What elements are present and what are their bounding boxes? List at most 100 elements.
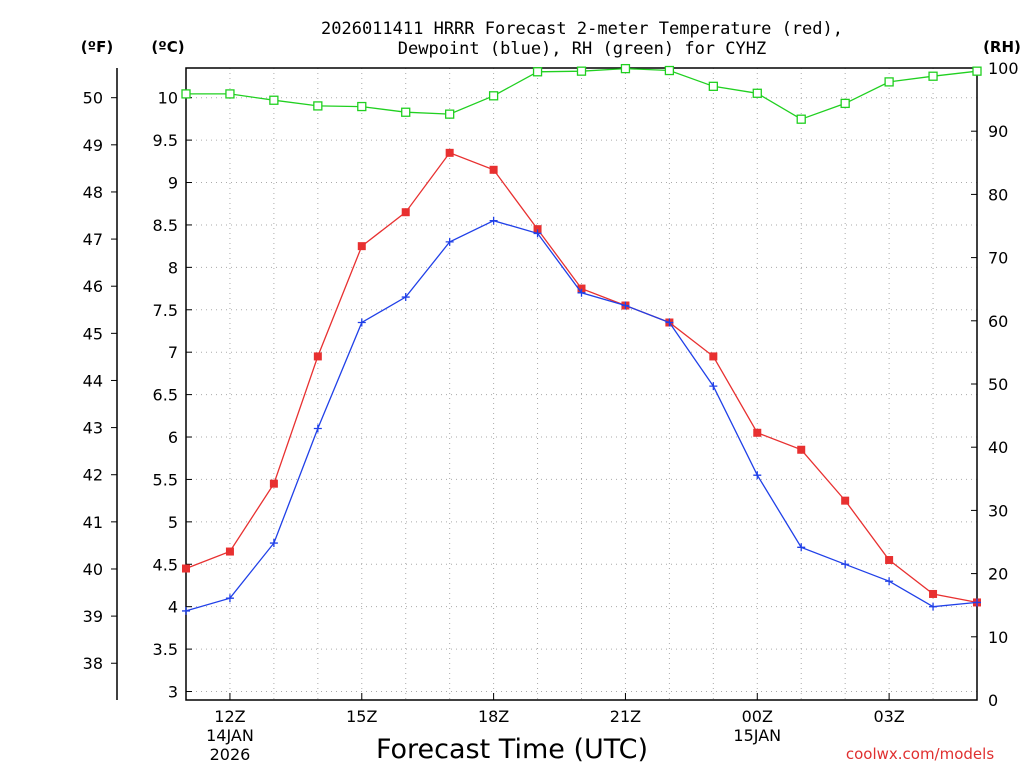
x-tick-label: 00Z bbox=[742, 707, 773, 726]
fahrenheit-tick-label: 49 bbox=[83, 136, 103, 155]
temperature-point bbox=[797, 445, 806, 454]
series-layer bbox=[181, 63, 982, 615]
temperature-point bbox=[533, 225, 542, 234]
celsius-tick-label: 5 bbox=[168, 513, 178, 532]
temperature-point bbox=[841, 496, 850, 505]
rh-point bbox=[357, 101, 367, 112]
dewpoint-point bbox=[885, 577, 894, 586]
fahrenheit-tick-label: 46 bbox=[83, 277, 103, 296]
fahrenheit-tick-label: 48 bbox=[83, 183, 103, 202]
rh-point bbox=[181, 89, 191, 99]
dewpoint-point bbox=[489, 216, 498, 225]
fahrenheit-unit-label: (ºF) bbox=[81, 38, 113, 56]
fahrenheit-tick-label: 43 bbox=[83, 419, 103, 438]
celsius-tick-label: 3.5 bbox=[153, 640, 178, 659]
rh-tick-label: 100 bbox=[988, 59, 1019, 78]
dewpoint-point bbox=[269, 539, 278, 548]
rh-point bbox=[708, 81, 718, 91]
dewpoint-point bbox=[445, 237, 454, 246]
dewpoint-point bbox=[665, 318, 674, 327]
temperature-point bbox=[357, 242, 366, 251]
dewpoint-line bbox=[185, 220, 978, 612]
dewpoint-point bbox=[533, 229, 542, 238]
rh-tick-label: 60 bbox=[988, 312, 1008, 331]
dewpoint-point bbox=[841, 560, 850, 569]
axes: 3 3.5 4 4.5 5 5.5 6 6.5 7 7.5 8 8.5 9 9.5 10 38 39 40 41 42… bbox=[83, 59, 1019, 764]
chart-title-line1: 2026011411 HRRR Forecast 2-meter Tempera… bbox=[321, 19, 843, 39]
dewpoint-point bbox=[313, 424, 322, 433]
rh-point bbox=[269, 95, 279, 105]
x-tick-label: 15Z bbox=[346, 707, 377, 726]
celsius-tick-label: 10 bbox=[158, 89, 178, 108]
rh-tick-label: 30 bbox=[988, 501, 1008, 520]
dewpoint-point bbox=[182, 606, 190, 615]
source-credit: coolwx.com/models bbox=[846, 745, 994, 763]
rh-point bbox=[401, 107, 411, 117]
temperature-point bbox=[753, 428, 762, 437]
fahrenheit-tick-label: 44 bbox=[83, 371, 103, 390]
fahrenheit-tick-label: 50 bbox=[83, 89, 103, 108]
fahrenheit-tick-label: 38 bbox=[83, 654, 103, 673]
rh-tick-label: 90 bbox=[988, 122, 1008, 141]
rh-tick-label: 50 bbox=[988, 375, 1008, 394]
rh-tick-label: 20 bbox=[988, 565, 1008, 584]
celsius-tick-label: 8 bbox=[168, 258, 178, 277]
temperature-point bbox=[929, 589, 938, 598]
rh-point bbox=[313, 101, 323, 111]
celsius-tick-label: 8.5 bbox=[153, 216, 178, 235]
dewpoint-point bbox=[929, 602, 938, 611]
rh-point bbox=[796, 114, 806, 124]
temperature-point bbox=[445, 148, 454, 157]
grid bbox=[186, 68, 977, 700]
x-tick-label: 03Z bbox=[873, 707, 904, 726]
rh-tick-label: 0 bbox=[988, 691, 998, 710]
dewpoint-point bbox=[621, 301, 630, 310]
rh-point bbox=[620, 63, 631, 74]
rh-point bbox=[664, 65, 675, 76]
dewpoint-point bbox=[401, 293, 410, 302]
fahrenheit-tick-label: 42 bbox=[83, 466, 103, 485]
x-axis-title: Forecast Time (UTC) bbox=[376, 734, 648, 765]
rh-unit-label: (RH) bbox=[983, 38, 1021, 56]
dewpoint-point bbox=[973, 598, 981, 607]
temperature-point bbox=[709, 352, 718, 361]
dewpoint-point bbox=[357, 318, 366, 327]
temperature-point bbox=[182, 564, 190, 573]
rh-point bbox=[884, 77, 894, 87]
rh-tick-label: 80 bbox=[988, 185, 1008, 204]
fahrenheit-tick-label: 39 bbox=[83, 607, 103, 626]
dewpoint-point bbox=[753, 471, 762, 480]
dewpoint-point bbox=[225, 594, 234, 603]
rh-point bbox=[972, 66, 982, 76]
celsius-tick-label: 3 bbox=[168, 683, 178, 702]
fahrenheit-tick-label: 47 bbox=[83, 230, 103, 249]
celsius-tick-label: 4 bbox=[168, 598, 178, 617]
fahrenheit-tick-label: 41 bbox=[83, 513, 103, 532]
rh-point bbox=[928, 71, 938, 81]
x-tick-date: 15JAN bbox=[733, 726, 781, 745]
celsius-tick-label: 9 bbox=[168, 174, 178, 193]
temperature-point bbox=[885, 556, 894, 565]
temperature-point bbox=[313, 352, 322, 361]
x-tick-label: 12Z bbox=[214, 707, 245, 726]
rh-point bbox=[532, 67, 543, 77]
x-tick-year: 2026 bbox=[210, 745, 251, 764]
x-tick-label: 18Z bbox=[478, 707, 509, 726]
celsius-tick-label: 6 bbox=[168, 428, 178, 447]
rh-point bbox=[445, 109, 455, 119]
temperature-line bbox=[185, 152, 978, 604]
rh-point bbox=[752, 88, 762, 98]
rh-point bbox=[488, 91, 499, 101]
fahrenheit-tick-label: 40 bbox=[83, 560, 103, 579]
rh-point bbox=[576, 66, 587, 76]
temperature-point bbox=[225, 547, 234, 556]
temperature-point bbox=[489, 165, 498, 174]
dewpoint-point bbox=[709, 382, 718, 391]
celsius-tick-label: 5.5 bbox=[153, 470, 178, 489]
chart-title-line2: Dewpoint (blue), RH (green) for CYHZ bbox=[398, 39, 766, 59]
rh-tick-label: 10 bbox=[988, 628, 1008, 647]
temperature-point bbox=[577, 284, 586, 293]
rh-tick-label: 40 bbox=[988, 438, 1008, 457]
rh-tick-label: 70 bbox=[988, 249, 1008, 268]
